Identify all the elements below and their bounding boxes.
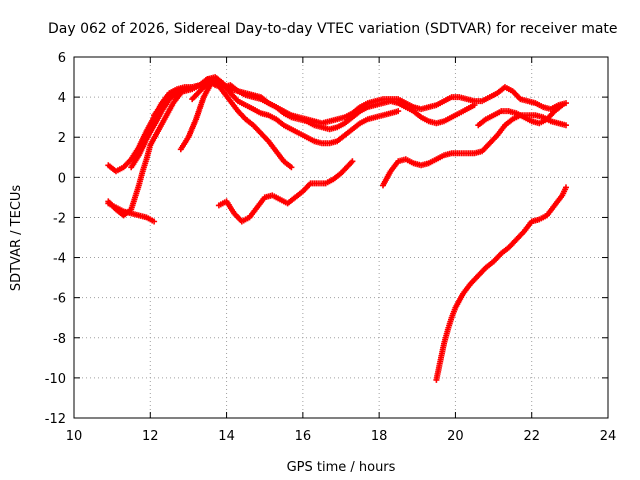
y-tick-label: -10: [45, 372, 66, 387]
x-tick-label: 14: [218, 429, 235, 444]
x-tick-label: 24: [600, 429, 617, 444]
data-points: [177, 80, 215, 153]
chart-title: Day 062 of 2026, Sidereal Day-to-day VTE…: [48, 21, 618, 37]
series-trace-10: [475, 102, 566, 129]
series-trace-7: [105, 90, 184, 219]
y-tick-label: 0: [58, 171, 66, 186]
series-trace-2: [128, 74, 402, 171]
y-tick-label: 4: [58, 91, 66, 106]
x-tick-labels: 10 12 14 16 18 20 22 24: [66, 429, 617, 444]
data-points: [189, 78, 569, 127]
y-tick-label: -4: [53, 252, 66, 267]
series-group: [105, 74, 569, 383]
x-axis-label: GPS time / hours: [287, 460, 396, 475]
x-tick-label: 22: [523, 429, 540, 444]
data-points: [105, 90, 184, 219]
y-tick-label: -2: [53, 211, 66, 226]
y-tick-label: 2: [58, 131, 66, 146]
y-axis-label: SDTVAR / TECUs: [9, 185, 24, 292]
x-tick-label: 10: [66, 429, 83, 444]
y-tick-labels: 6 4 2 0 -2 -4 -6 -8 -10 -12: [45, 51, 66, 427]
x-tick-label: 20: [447, 429, 464, 444]
y-tick-label: -8: [53, 332, 66, 347]
x-tick-label: 12: [142, 429, 159, 444]
x-tick-label: 18: [371, 429, 388, 444]
series-trace-5: [177, 80, 215, 153]
series-trace-8: [215, 158, 356, 225]
series-trace-11: [433, 184, 569, 383]
y-tick-label: -6: [53, 292, 66, 307]
plot-frame: [73, 56, 609, 419]
data-points: [215, 158, 356, 225]
x-tick-label: 16: [295, 429, 312, 444]
y-tick-label: 6: [58, 51, 66, 66]
data-points: [128, 74, 402, 171]
series-trace-4: [189, 78, 569, 127]
data-points: [475, 102, 566, 129]
y-tick-label: -12: [45, 412, 66, 427]
data-points: [433, 184, 569, 383]
